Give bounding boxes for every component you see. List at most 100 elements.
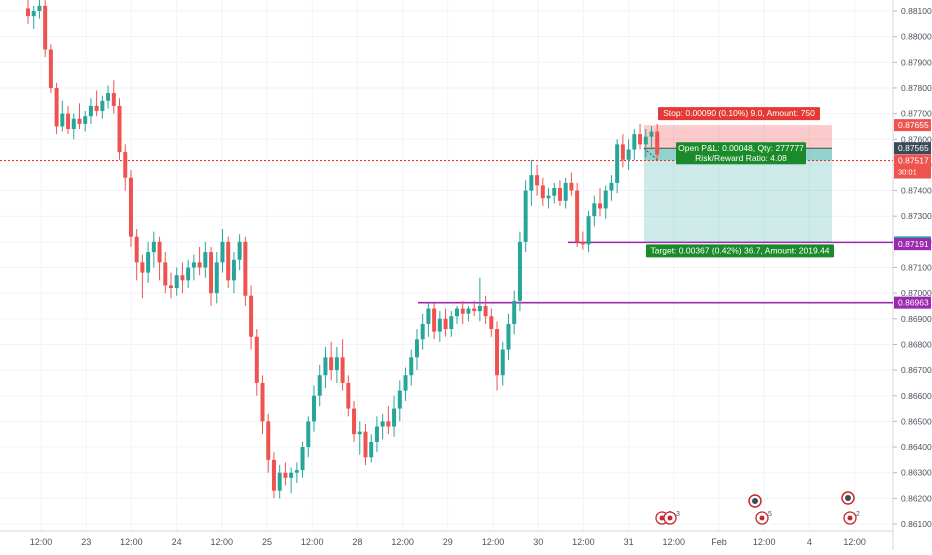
- candle-body: [180, 275, 185, 281]
- y-tick-label: 0.87300: [901, 211, 932, 221]
- y-tick-label: 0.86700: [901, 365, 932, 375]
- candle: [249, 285, 254, 350]
- candle: [603, 185, 608, 219]
- candle-body: [77, 118, 82, 124]
- candle: [414, 329, 419, 371]
- candle: [363, 423, 368, 466]
- candle-body: [466, 308, 471, 314]
- candle: [340, 339, 345, 391]
- x-tick-label: 23: [81, 537, 91, 547]
- price-tag-bg: [894, 154, 931, 179]
- x-tick-label: 12:00: [843, 537, 866, 547]
- candle-body: [151, 241, 156, 253]
- candle-body: [420, 323, 425, 340]
- candle: [231, 252, 236, 294]
- candle: [26, 0, 30, 24]
- candle-body: [37, 5, 42, 11]
- stop-label: Stop: 0.00090 (0.10%) 9.0, Amount: 750: [658, 107, 820, 121]
- candle: [580, 231, 585, 250]
- candle: [294, 462, 299, 483]
- x-tick-label: 12:00: [753, 537, 776, 547]
- candle-body: [397, 390, 402, 409]
- candle-body: [563, 182, 568, 201]
- candle: [403, 367, 408, 401]
- candle-body: [88, 105, 93, 117]
- candle-body: [374, 426, 379, 442]
- candle-body: [220, 241, 225, 263]
- candle: [43, 0, 48, 58]
- candle-body: [449, 316, 454, 330]
- price-tag-value: 0.87655: [898, 120, 929, 130]
- candle: [54, 82, 59, 135]
- candle: [180, 262, 185, 294]
- candle: [443, 308, 448, 337]
- candle: [117, 98, 122, 160]
- candle: [334, 347, 339, 383]
- event-markers: 2352: [655, 491, 860, 525]
- candle: [506, 313, 511, 360]
- candle: [237, 234, 242, 271]
- candle-body: [71, 118, 76, 129]
- candle: [71, 113, 76, 140]
- y-tick-label: 0.86200: [901, 493, 932, 503]
- candle-body: [535, 175, 540, 186]
- candle-body: [106, 93, 111, 101]
- candle: [83, 111, 88, 132]
- economic-events: 2352: [655, 491, 860, 525]
- event-count: 5: [768, 511, 772, 518]
- candle-body: [523, 190, 528, 242]
- candle-body: [477, 305, 482, 312]
- candle: [397, 380, 402, 422]
- candle-body: [111, 93, 116, 106]
- price-tag-countdown: 30:01: [898, 168, 917, 177]
- grid: [0, 0, 893, 531]
- price-tags: 0.876550.875650.8751730:010.871980.87191…: [894, 119, 931, 309]
- y-tick-label: 0.87400: [901, 186, 932, 196]
- candle: [420, 313, 425, 350]
- candle: [48, 44, 53, 94]
- candle-body: [186, 267, 191, 281]
- candle-body: [300, 447, 305, 471]
- y-tick-label: 0.86100: [901, 519, 932, 529]
- x-tick-label: 12:00: [120, 537, 143, 547]
- candle-body: [146, 252, 151, 273]
- candle: [615, 139, 620, 194]
- candle-body: [483, 305, 488, 317]
- price-tag-value: 0.87517: [898, 156, 929, 166]
- target-label-text: Target: 0.00367 (0.42%) 36.7, Amount: 20…: [650, 245, 829, 255]
- candle: [409, 349, 414, 386]
- candle-body: [231, 259, 236, 281]
- candle-body: [586, 216, 591, 245]
- candle-body: [392, 408, 397, 427]
- candle-body: [31, 11, 36, 17]
- candle: [483, 295, 488, 324]
- candles: [26, 0, 660, 499]
- candle: [88, 98, 93, 124]
- candle-body: [214, 262, 219, 294]
- candle: [346, 375, 351, 417]
- candle-body: [346, 382, 351, 409]
- candle: [323, 347, 328, 389]
- candle-body: [237, 241, 242, 260]
- candle: [186, 259, 191, 289]
- price-tag-bg: [894, 119, 931, 132]
- event-count: 3: [676, 511, 680, 518]
- candle: [369, 434, 374, 463]
- price-tag-bg: [894, 238, 931, 251]
- candle: [540, 177, 545, 206]
- candle: [620, 134, 625, 168]
- candle-body: [598, 203, 602, 209]
- candle-body: [437, 318, 442, 332]
- candle: [317, 364, 322, 407]
- candle: [557, 180, 562, 206]
- candle: [432, 303, 437, 340]
- candle: [495, 321, 500, 391]
- x-tick-label: 12:00: [211, 537, 234, 547]
- flag-center-icon: [659, 515, 665, 521]
- candle: [140, 254, 145, 299]
- candle: [460, 300, 465, 324]
- candle: [489, 308, 494, 337]
- candle-body: [271, 459, 276, 491]
